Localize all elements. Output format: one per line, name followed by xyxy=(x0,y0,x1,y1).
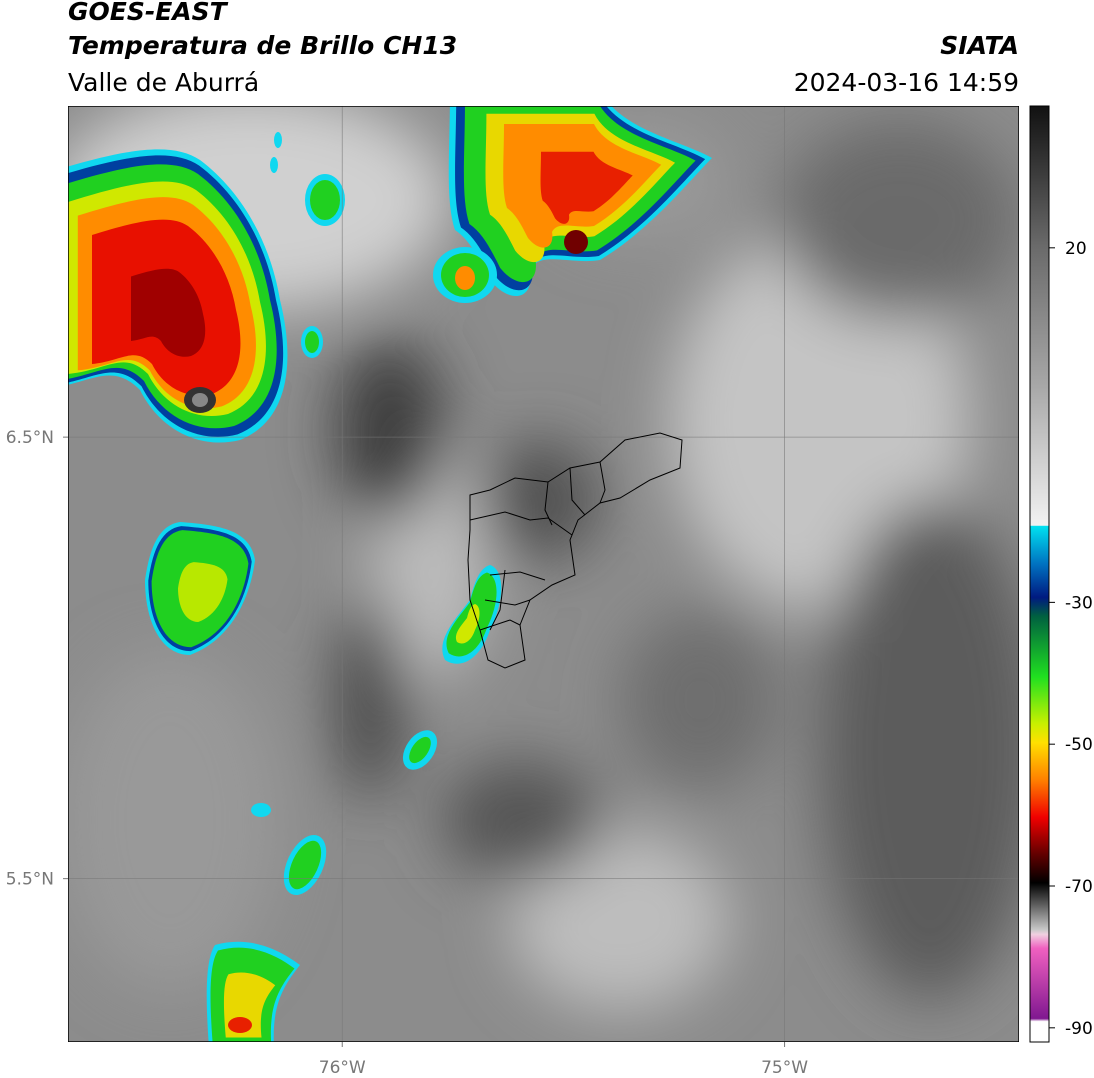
colorbar-tick-label: 20 xyxy=(1065,239,1087,259)
small-cells xyxy=(251,132,438,895)
colorbar xyxy=(1029,105,1050,1043)
y-tick-label: 6.5°N xyxy=(6,428,54,448)
colorbar-tick-label: -90 xyxy=(1065,1019,1093,1039)
colorbar-tick-label: -30 xyxy=(1065,593,1093,613)
storm-1 xyxy=(68,149,288,443)
y-tick-label: 5.5°N xyxy=(6,870,54,890)
source: SIATA xyxy=(940,31,1019,60)
storm-2 xyxy=(433,106,712,303)
subtitle: Temperatura de Brillo CH13 xyxy=(68,31,457,60)
title: GOES-EAST xyxy=(68,0,229,26)
storm-cells xyxy=(68,106,712,1042)
satellite-image xyxy=(68,106,1019,1042)
colorbar-tick-label: -50 xyxy=(1065,735,1093,755)
x-tick-label: 75°W xyxy=(761,1058,808,1078)
datetime: 2024-03-16 14:59 xyxy=(794,68,1019,97)
municipal-boundaries xyxy=(467,432,683,669)
grid xyxy=(68,106,1019,1042)
storm-5 xyxy=(206,941,300,1042)
region: Valle de Aburrá xyxy=(68,68,259,97)
x-tick-label: 76°W xyxy=(319,1058,366,1078)
colorbar-tick-label: -70 xyxy=(1065,877,1093,897)
